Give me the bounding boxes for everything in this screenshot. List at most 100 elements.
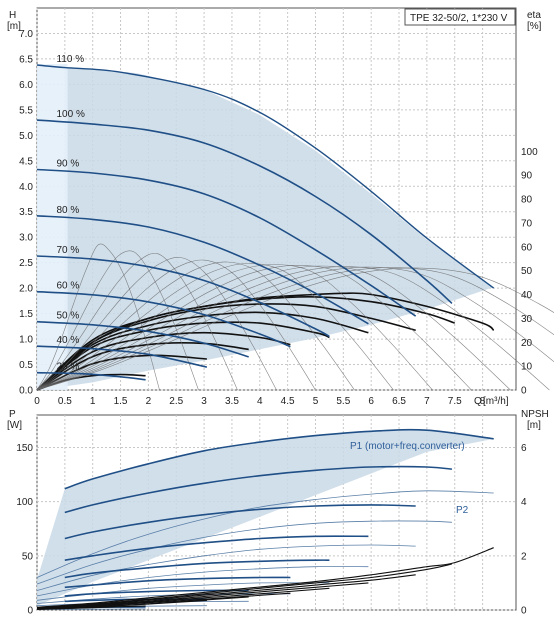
p1-curve bbox=[64, 559, 330, 579]
y-right-tick-label: 30 bbox=[521, 314, 533, 325]
system-arc bbox=[36, 265, 511, 391]
y-right-label-bottom: NPSH bbox=[521, 409, 549, 420]
speed-label: 40 % bbox=[56, 335, 79, 346]
system-arc bbox=[36, 257, 277, 391]
x-tick-label: 5.5 bbox=[336, 396, 350, 407]
system-arc bbox=[36, 264, 472, 391]
x-tick-label: 3 bbox=[201, 396, 207, 407]
y-left-tick-label: 5.0 bbox=[19, 131, 33, 142]
p1-curve bbox=[64, 535, 369, 561]
system-arc bbox=[36, 264, 433, 391]
efficiency-curve bbox=[36, 292, 495, 391]
speed-curve bbox=[36, 168, 417, 317]
title-box bbox=[404, 8, 516, 26]
y-right-tick-label: 60 bbox=[521, 242, 533, 253]
p1-series-label: P1 (motor+freq.converter) bbox=[350, 441, 465, 452]
system-arc bbox=[36, 267, 554, 391]
x-tick-label: 0 bbox=[34, 396, 40, 407]
y-right-tick-label: 80 bbox=[521, 195, 533, 206]
y-right-tick-label: 40 bbox=[521, 290, 533, 301]
speed-curve bbox=[36, 345, 208, 368]
speed-curve bbox=[36, 371, 146, 381]
system-arc bbox=[36, 250, 199, 391]
p-tick-label: 100 bbox=[16, 497, 33, 508]
y-left-unit-bottom: [W] bbox=[7, 420, 22, 431]
npsh-curve bbox=[36, 563, 453, 609]
x-tick-label: 4.5 bbox=[281, 396, 295, 407]
y-right-tick-label: 90 bbox=[521, 171, 533, 182]
x-tick-label: 5 bbox=[313, 396, 319, 407]
y-right-unit-top: [%] bbox=[527, 21, 542, 32]
system-arc bbox=[36, 263, 394, 391]
speed-label: 25 % bbox=[56, 362, 79, 373]
power-operating-area bbox=[37, 430, 494, 606]
speed-label: 50 % bbox=[56, 311, 79, 322]
top-tick-labels: 0 0.5 1 1.5 2 2.5 3 3.5 4 4.5 5 5.5 6 6.5 7 7.5 8 0.0 0.5 1… bbox=[19, 29, 538, 407]
p1-curve bbox=[64, 428, 494, 490]
p-tick-label: 150 bbox=[16, 443, 33, 454]
npsh-curve bbox=[36, 605, 146, 611]
system-arc bbox=[36, 259, 316, 391]
y-right-unit-bottom: [m] bbox=[527, 420, 541, 431]
system-arc bbox=[36, 261, 355, 391]
y-left-tick-label: 0.5 bbox=[19, 360, 33, 371]
bottom-operating-area bbox=[37, 430, 494, 606]
speed-label: 90 % bbox=[56, 158, 79, 169]
p1-curve bbox=[64, 465, 452, 514]
y-left-tick-label: 3.5 bbox=[19, 207, 33, 218]
y-right-tick-label: 70 bbox=[521, 218, 533, 229]
npsh-tick-label: 6 bbox=[521, 443, 527, 454]
efficiency-curve bbox=[36, 331, 291, 391]
operating-area bbox=[64, 66, 494, 387]
speed-label: 60 % bbox=[56, 281, 79, 292]
speed-curve bbox=[36, 215, 369, 325]
speed-label: 100 % bbox=[56, 109, 84, 120]
x-axis-unit: [m³/h] bbox=[483, 396, 509, 407]
y-right-tick-label: 100 bbox=[521, 147, 538, 158]
system-arc bbox=[36, 266, 554, 391]
y-left-label-top: H bbox=[9, 10, 16, 21]
y-left-tick-label: 3.0 bbox=[19, 233, 33, 244]
y-left-label-bottom: P bbox=[9, 409, 16, 420]
speed-curve bbox=[36, 255, 330, 338]
p2-curve bbox=[36, 544, 416, 591]
speed-curves bbox=[36, 64, 495, 381]
efficiency-curve bbox=[36, 296, 455, 391]
speed-label: 70 % bbox=[56, 245, 79, 256]
efficiency-curves bbox=[36, 243, 554, 391]
efficiency-curve bbox=[36, 321, 330, 391]
y-left-tick-label: 6.5 bbox=[19, 54, 33, 65]
y-right-tick-label: 20 bbox=[521, 338, 533, 349]
y-left-tick-label: 4.0 bbox=[19, 182, 33, 193]
x-tick-label: 8 bbox=[480, 396, 486, 407]
x-tick-label: 2.5 bbox=[169, 396, 183, 407]
chart-title: TPE 32-50/2, 1*230 V bbox=[410, 13, 508, 24]
npsh-tick-label: 4 bbox=[521, 497, 527, 508]
p1-curve bbox=[64, 504, 416, 540]
x-tick-label: 1 bbox=[90, 396, 96, 407]
y-left-tick-label: 2.5 bbox=[19, 258, 33, 269]
bottom-tick-labels: 0 50 100 150 0 2 4 6 bbox=[16, 443, 527, 617]
x-tick-label: 7 bbox=[424, 396, 430, 407]
speed-curve bbox=[36, 320, 249, 358]
p1-curve bbox=[64, 576, 291, 589]
x-tick-label: 6.5 bbox=[392, 396, 406, 407]
speed-curve bbox=[36, 290, 291, 348]
p2-curve bbox=[36, 490, 494, 578]
x-tick-label: 2 bbox=[146, 396, 152, 407]
y-left-tick-label: 2.0 bbox=[19, 284, 33, 295]
efficiency-curve bbox=[36, 311, 369, 391]
x-axis-label: Q bbox=[474, 396, 482, 407]
system-arc bbox=[36, 252, 238, 391]
y-right-tick-label: 10 bbox=[521, 362, 533, 373]
p-tick-label: 50 bbox=[22, 551, 34, 562]
y-right-label-top: eta bbox=[527, 10, 541, 21]
p-tick-label: 0 bbox=[27, 606, 33, 617]
speed-label: 110 % bbox=[56, 54, 84, 65]
y-right-tick-label: 0 bbox=[521, 386, 527, 397]
y-left-unit-top: [m] bbox=[7, 21, 21, 32]
y-left-tick-label: 7.0 bbox=[19, 29, 33, 40]
npsh-curves bbox=[36, 547, 494, 611]
